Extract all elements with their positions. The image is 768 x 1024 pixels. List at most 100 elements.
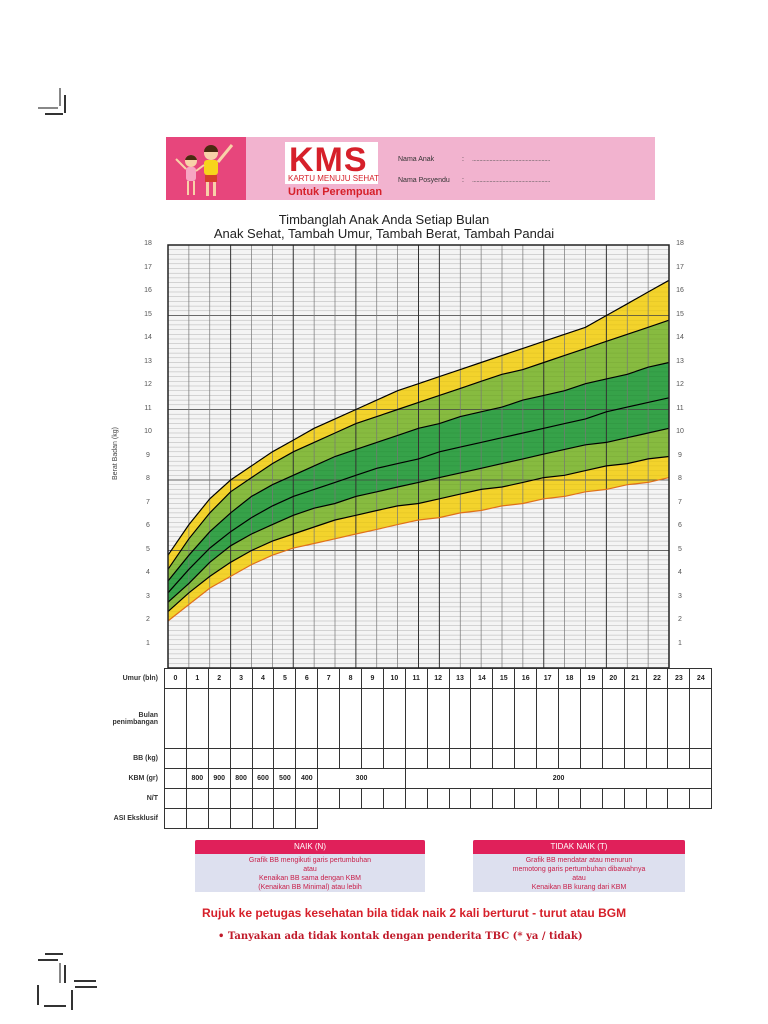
legend-tidak-naik-line: memotong garis pertumbuhan dibawahnya xyxy=(512,866,646,873)
entry-cell[interactable] xyxy=(536,788,560,809)
entry-cell[interactable] xyxy=(295,788,319,809)
entry-cell[interactable] xyxy=(645,788,669,809)
entry-cell[interactable] xyxy=(536,688,560,749)
entry-cell[interactable] xyxy=(361,688,384,749)
entry-cell[interactable] xyxy=(295,808,319,829)
entry-cell[interactable] xyxy=(295,748,319,769)
entry-cell[interactable] xyxy=(317,788,341,809)
entry-cell[interactable] xyxy=(361,788,384,809)
entry-cell[interactable] xyxy=(164,748,187,769)
entry-cell[interactable] xyxy=(164,808,187,829)
entry-cell[interactable] xyxy=(514,688,538,749)
entry-cell[interactable] xyxy=(645,688,669,749)
entry-cell[interactable] xyxy=(273,748,297,769)
entry-cell[interactable] xyxy=(579,688,603,749)
entry-cell[interactable] xyxy=(689,688,713,749)
age-cell: 18 xyxy=(558,668,581,689)
empty-cell xyxy=(405,809,427,829)
empty-cell xyxy=(559,809,581,829)
entry-cell[interactable] xyxy=(645,748,669,769)
entry-cell[interactable] xyxy=(273,808,297,829)
empty-cell xyxy=(690,809,712,829)
y-tick-label: 8 xyxy=(146,475,150,482)
entry-cell[interactable] xyxy=(492,688,516,749)
entry-cell[interactable] xyxy=(492,788,516,809)
entry-cell[interactable] xyxy=(470,788,494,809)
entry-cell[interactable] xyxy=(470,688,494,749)
table-row: Umur (bln) 0 1 2 3 4 5 6 7 8 9 10 11 12 13 14 15 16 17 18 19… xyxy=(104,668,713,689)
entry-cell[interactable] xyxy=(536,748,560,769)
field-nama-posyendu[interactable]: ........................................… xyxy=(472,177,551,184)
entry-cell[interactable] xyxy=(382,688,406,749)
entry-cell[interactable] xyxy=(404,748,428,769)
entry-cell[interactable] xyxy=(229,748,253,769)
entry-cell[interactable] xyxy=(426,748,450,769)
chart-title-line1: Timbanglah Anak Anda Setiap Bulan xyxy=(278,212,490,227)
y-tick-label: 12 xyxy=(676,381,684,388)
entry-cell[interactable] xyxy=(579,788,603,809)
entry-cell[interactable] xyxy=(164,688,187,749)
entry-cell[interactable] xyxy=(207,748,231,769)
entry-cell[interactable] xyxy=(514,748,538,769)
entry-cell[interactable] xyxy=(448,748,472,769)
entry-cell[interactable] xyxy=(667,748,691,769)
entry-cell[interactable] xyxy=(689,788,713,809)
entry-cell[interactable] xyxy=(558,748,581,769)
entry-cell[interactable] xyxy=(623,748,647,769)
entry-cell[interactable] xyxy=(601,748,625,769)
entry-cell[interactable] xyxy=(207,688,231,749)
entry-cell[interactable] xyxy=(207,808,231,829)
entry-cell[interactable] xyxy=(251,808,275,829)
entry-cell[interactable] xyxy=(361,748,384,769)
entry-cell[interactable] xyxy=(470,748,494,769)
entry-cell[interactable] xyxy=(229,788,253,809)
entry-cell[interactable] xyxy=(273,788,297,809)
kbm-cell: 900 xyxy=(207,768,231,789)
entry-cell[interactable] xyxy=(185,808,209,829)
entry-cell[interactable] xyxy=(558,788,581,809)
y-tick-label: 17 xyxy=(676,263,684,271)
entry-cell[interactable] xyxy=(273,688,297,749)
field-nama-anak[interactable]: ........................................… xyxy=(472,156,551,163)
table-row: BB (kg) xyxy=(104,748,713,769)
entry-cell[interactable] xyxy=(667,788,691,809)
entry-cell[interactable] xyxy=(448,688,472,749)
entry-cell[interactable] xyxy=(448,788,472,809)
legend-naik-title: NAIK (N) xyxy=(195,840,425,854)
entry-cell[interactable] xyxy=(601,788,625,809)
legend-naik: NAIK (N) Grafik BB mengikuti garis pertu… xyxy=(195,840,425,892)
entry-cell[interactable] xyxy=(164,788,187,809)
entry-cell[interactable] xyxy=(229,808,253,829)
entry-cell[interactable] xyxy=(317,748,341,769)
entry-cell[interactable] xyxy=(251,748,275,769)
entry-cell[interactable] xyxy=(426,688,450,749)
entry-cell[interactable] xyxy=(185,748,209,769)
entry-cell[interactable] xyxy=(251,788,275,809)
entry-cell[interactable] xyxy=(558,688,581,749)
entry-cell[interactable] xyxy=(251,688,275,749)
entry-cell[interactable] xyxy=(514,788,538,809)
field-label-nama-anak: Nama Anak xyxy=(398,156,435,163)
entry-cell[interactable] xyxy=(492,748,516,769)
entry-cell[interactable] xyxy=(229,688,253,749)
entry-cell[interactable] xyxy=(295,688,319,749)
entry-cell[interactable] xyxy=(185,788,209,809)
entry-cell[interactable] xyxy=(623,688,647,749)
entry-cell[interactable] xyxy=(689,748,713,769)
entry-cell[interactable] xyxy=(339,788,363,809)
entry-cell[interactable] xyxy=(404,788,428,809)
age-cell: 3 xyxy=(229,668,253,689)
entry-cell[interactable] xyxy=(382,748,406,769)
entry-cell[interactable] xyxy=(382,788,406,809)
entry-cell[interactable] xyxy=(404,688,428,749)
entry-cell[interactable] xyxy=(185,688,209,749)
entry-cell[interactable] xyxy=(579,748,603,769)
entry-cell[interactable] xyxy=(317,688,341,749)
entry-cell[interactable] xyxy=(623,788,647,809)
entry-cell[interactable] xyxy=(667,688,691,749)
entry-cell[interactable] xyxy=(426,788,450,809)
entry-cell[interactable] xyxy=(601,688,625,749)
entry-cell[interactable] xyxy=(207,788,231,809)
entry-cell[interactable] xyxy=(339,688,363,749)
entry-cell[interactable] xyxy=(339,748,363,769)
